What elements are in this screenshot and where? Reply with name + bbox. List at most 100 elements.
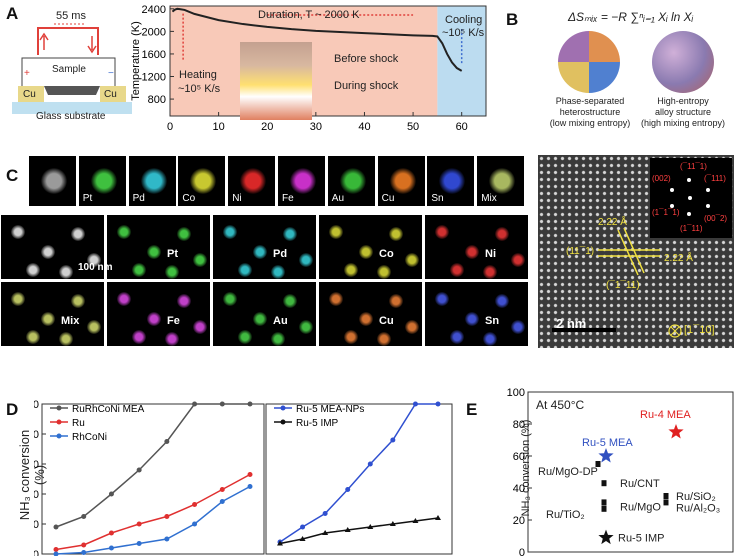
right-point (367, 524, 374, 529)
eds-top-tile-fe: Fe (277, 155, 326, 207)
catalyst-comparison-chart: 0 20 40 60 80 100 Ru-4 MEA Ru-5 MEA Ru/MgO-DP Ru/… (507, 387, 734, 556)
nanoparticle (177, 227, 191, 241)
left-legend-label-0: RuRhCoNi MEA (72, 404, 145, 415)
eds-map-pd: Pd (212, 214, 317, 280)
nanoparticle (465, 245, 479, 259)
scale-bar-2nm: 2 nm (556, 316, 587, 331)
right-point (300, 524, 306, 530)
left-legend-marker-0 (56, 405, 62, 411)
nanoparticle (238, 263, 252, 277)
right-point (390, 437, 396, 443)
scale-bar-100nm: 100 nm (78, 262, 113, 273)
circuit-schematic: + − (12, 23, 132, 114)
svg-text:+: + (24, 68, 30, 79)
eds-top-label: Sn (431, 193, 444, 204)
d-y-tick-label-5: 100 (34, 399, 39, 411)
panel-d-label: D (6, 400, 19, 419)
eds-top-tile-haadf (28, 155, 77, 207)
right-point (412, 518, 419, 523)
right-legend-marker-0 (280, 405, 286, 411)
plane-label-a: (11¯1) (566, 246, 595, 257)
point-5 (601, 505, 607, 512)
left-sphere-caption: Phase-separated heterostructure (low mix… (549, 96, 631, 128)
point-3 (601, 480, 607, 487)
eds-map-cu: Cu (318, 281, 423, 347)
nanoparticle (41, 245, 55, 259)
eds-map-label: Cu (379, 315, 394, 327)
right-point (345, 487, 351, 492)
fft-label-5: (00¯2) (704, 214, 728, 223)
point-8 (598, 529, 614, 545)
nanoparticle (147, 312, 161, 326)
eds-map-co: Co (318, 214, 423, 280)
left-series-2 (55, 485, 251, 555)
point-6 (663, 493, 669, 499)
eds-top-label: Ni (232, 193, 242, 204)
y-tick-label-1: 1200 (142, 72, 166, 84)
plot-frame (169, 5, 487, 117)
pulse-duration-label: 55 ms (56, 10, 86, 22)
duration-label: Duration, T ~ 2000 K (258, 9, 360, 21)
nanoparticle (271, 332, 285, 346)
point-0 (668, 424, 684, 439)
nanoparticle (483, 332, 497, 346)
right-series-1 (279, 517, 439, 545)
nanoparticle (299, 253, 313, 267)
e-y-tick-label-1: 20 (513, 515, 525, 527)
panel-e-label: E (466, 400, 478, 419)
eds-top-label: Mix (481, 193, 497, 204)
right-legend-label-1: Ru-5 IMP (296, 418, 339, 429)
nanoparticle (253, 312, 267, 326)
nanoparticle (26, 330, 40, 344)
x-tick-label-0: 0 (167, 121, 173, 133)
cooling-region (437, 6, 486, 116)
nanoparticle (11, 292, 25, 306)
temperature-note: At 450°C (536, 398, 585, 412)
e-y-tick-label-2: 40 (513, 483, 525, 495)
right-point (389, 521, 396, 526)
point-label-5: Ru/TiO₂ (546, 509, 585, 521)
point-2 (595, 461, 601, 467)
eds-map-mix: Mix (0, 281, 105, 347)
y-axis-label: Temperature (K) (130, 21, 142, 100)
shock-photo (240, 42, 312, 120)
eds-top-label: Cu (381, 193, 395, 204)
nanoparticle (26, 263, 40, 277)
substrate-label: Glass substrate (36, 111, 106, 122)
right-point (344, 527, 351, 532)
nanoparticle (329, 225, 343, 239)
eds-top-label: Co (182, 193, 196, 204)
right-plot-frame (265, 403, 453, 555)
nanoparticle (59, 265, 73, 279)
nanoparticle (271, 265, 285, 279)
left-point (247, 472, 253, 477)
nanoparticle (132, 263, 146, 277)
left-legend-label-2: RhCoNi (72, 432, 107, 443)
left-point (219, 401, 225, 407)
eds-map-label: Sn (485, 315, 500, 327)
point-1 (598, 448, 614, 463)
nanoparticle (377, 265, 391, 279)
eds-map-au: Au (212, 281, 317, 347)
right-point (367, 461, 373, 467)
d-spacing-2: 2.22 Å (664, 253, 693, 264)
point-label-4: Ru/MgO (620, 501, 661, 513)
fft-label-4: (1¯1¯1) (652, 208, 680, 217)
point-label-8: Ru-5 IMP (618, 533, 664, 545)
right-series-0 (279, 403, 438, 543)
nanoparticle (511, 320, 525, 334)
temperature-curve (171, 7, 463, 72)
d-y-tick-label-1: 20 (34, 519, 39, 531)
eds-top-tile-pd: Pd (127, 155, 177, 207)
point-7 (663, 499, 669, 506)
nanoparticle (132, 330, 146, 344)
nanoparticle (495, 294, 509, 308)
nanoparticle (238, 330, 252, 344)
left-point (136, 521, 142, 527)
panel-c-label: C (6, 166, 19, 185)
point-label-1: Ru-5 MEA (582, 437, 633, 449)
entropy-equation: ΔSₘᵢₓ = −R ∑ⁿᵢ₌₁ Xᵢ ln Xᵢ (568, 10, 694, 24)
nanoparticle (495, 227, 509, 241)
eds-map-fe: Fe (106, 281, 211, 347)
eds-map-label: Fe (167, 315, 180, 327)
